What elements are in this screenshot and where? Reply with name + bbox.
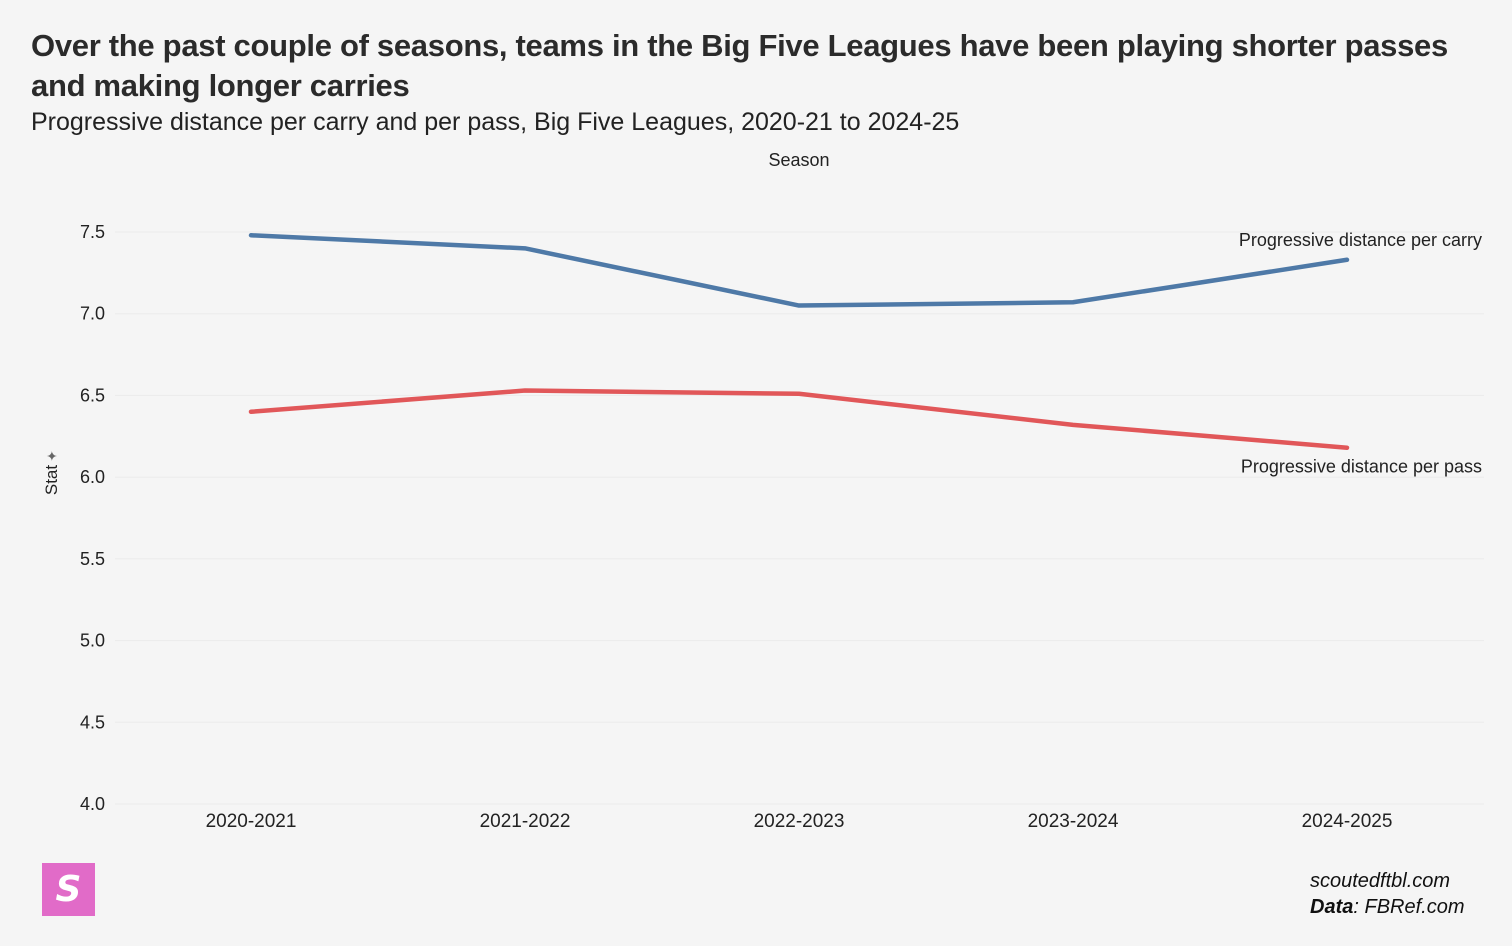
y-tick-label: 4.5 [80,712,105,732]
y-tick-label: 4.0 [80,794,105,814]
x-axis-title: Season [768,150,829,170]
site-credit: scoutedftbl.com [1310,870,1451,892]
label-layer: Progressive distance per carry Progressiv… [1239,230,1482,477]
series-label: Progressive distance per carry [1239,230,1482,250]
y-axis-title: Stat [42,465,61,496]
series-layer [248,233,1350,450]
xtick-layer: 2020-2021 2021-2022 2022-2023 2023-2024 2024… [206,811,1393,832]
logo-letter: S [55,869,82,910]
ytick-layer: 4.0 4.5 5.0 5.5 6.0 6.5 7.0 7.5 [80,222,105,814]
chart-title: Over the past couple of seasons, teams i… [31,28,1448,103]
y-tick-label: 6.0 [80,467,105,487]
y-tick-label: 7.0 [80,304,105,324]
y-tick-label: 5.5 [80,549,105,569]
y-tick-label: 7.5 [80,222,105,242]
grid-layer [115,231,1484,805]
data-credit: Data: FBRef.com [1310,894,1465,920]
x-tick-label: 2022-2023 [754,811,845,832]
x-tick-label: 2021-2022 [480,811,571,832]
data-credit-label: Data [1310,896,1354,918]
y-tick-label: 6.5 [80,385,105,405]
x-tick-label: 2023-2024 [1028,811,1119,832]
pin-icon: ✦ [45,450,61,462]
data-credit-source: : FBRef.com [1353,896,1465,918]
series-line-carry [248,233,1350,308]
credits: scoutedftbl.com Data: FBRef.com [1310,868,1465,920]
series-line-pass [248,388,1350,450]
y-axis-title-group: Stat ✦ [42,450,61,495]
series-label: Progressive distance per pass [1241,457,1482,477]
x-tick-label: 2020-2021 [206,811,297,832]
y-tick-label: 5.0 [80,631,105,651]
x-tick-label: 2024-2025 [1302,811,1393,832]
chart-subtitle: Progressive distance per carry and per p… [31,108,960,136]
brand-logo: S [42,863,95,916]
